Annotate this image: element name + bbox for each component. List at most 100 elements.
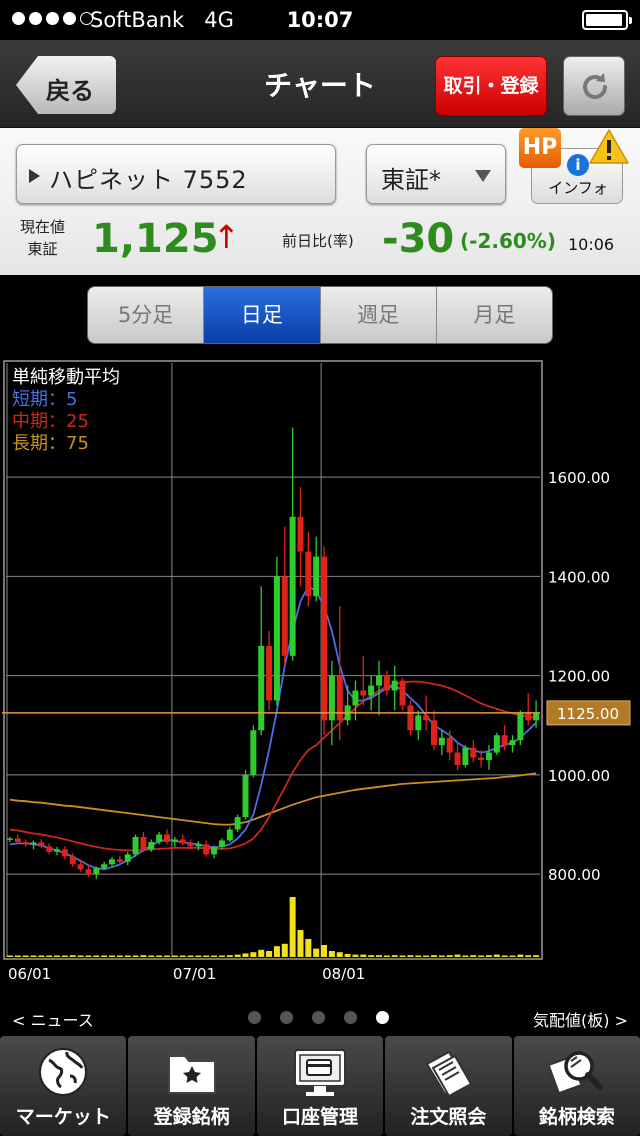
volume-bar <box>470 955 477 957</box>
info-button-label: インフォ <box>548 179 608 197</box>
y-tick-label: 800.00 <box>548 866 601 884</box>
x-tick-label: 06/01 <box>8 965 51 983</box>
tab-watchlist[interactable]: 登録銘柄 <box>128 1036 255 1136</box>
candle-body <box>407 705 414 731</box>
back-button[interactable]: 戻る <box>16 56 116 114</box>
candle-body <box>266 645 273 701</box>
volume-bar <box>438 955 445 957</box>
candle-body <box>61 849 68 857</box>
tab-5min[interactable]: 5分足 <box>88 287 205 343</box>
triangle-right-icon <box>29 169 40 183</box>
tab-orders[interactable]: 注文照会 <box>385 1036 512 1136</box>
candle-body <box>171 839 178 842</box>
current-price-marker: 1125.00 <box>2 700 631 726</box>
symbol-label: ハピネット 7552 <box>49 166 248 194</box>
hp-badge[interactable]: HP <box>519 128 561 168</box>
volume-bar <box>423 955 430 957</box>
monitor-card-icon <box>294 1049 347 1096</box>
signal-dot <box>80 12 93 25</box>
page-dot[interactable] <box>344 1011 357 1024</box>
candle-body <box>101 864 108 869</box>
candle-body <box>391 680 398 691</box>
legend-title: 単純移動平均 <box>12 367 120 388</box>
candle-body <box>77 864 84 870</box>
globe-icon <box>39 1048 88 1096</box>
change-caption: 前日比(率) <box>282 232 354 250</box>
volume-bar <box>171 955 178 957</box>
candle-body <box>163 834 170 842</box>
volume-bar <box>93 955 100 957</box>
candle-body <box>485 752 492 761</box>
page-dot[interactable] <box>376 1011 389 1024</box>
market-dropdown[interactable]: 東証* <box>366 144 506 204</box>
page-dot[interactable] <box>312 1011 325 1024</box>
tab-account[interactable]: 口座管理 <box>256 1036 384 1136</box>
bottom-tab-bar: マーケット 登録銘柄 口座管理 注文照会 <box>0 1036 640 1136</box>
candle-body <box>383 675 390 691</box>
candle-body <box>430 720 437 746</box>
signal-dot <box>29 12 42 25</box>
candle-body <box>336 675 343 721</box>
volume-bar <box>360 954 367 957</box>
refresh-button[interactable] <box>563 56 625 116</box>
volume-bar <box>352 954 359 957</box>
tab-monthly[interactable]: 月足 <box>436 287 552 343</box>
candle-body <box>140 836 147 850</box>
candle-body <box>305 551 312 597</box>
signal-strength-icon <box>12 12 93 25</box>
candle-body <box>234 817 241 830</box>
volume-bar <box>501 955 508 957</box>
volume-bar <box>156 955 163 957</box>
candle-body <box>328 675 335 721</box>
volume-bar <box>266 951 273 957</box>
volume-bar <box>399 955 406 957</box>
back-button-label: 戻る <box>46 77 94 105</box>
tab-weekly[interactable]: 週足 <box>320 287 437 343</box>
current-price: 1,125 <box>92 216 219 262</box>
candle-body <box>297 516 304 552</box>
tab-orders-label: 注文照会 <box>410 1106 487 1128</box>
candle-body <box>509 740 516 746</box>
candle-body <box>313 556 320 597</box>
tab-market[interactable]: マーケット <box>0 1036 127 1136</box>
candle-body <box>218 840 225 847</box>
magnifier-icon <box>548 1051 603 1095</box>
volume-bar <box>383 955 390 957</box>
candle-body <box>525 712 532 721</box>
volume-bar <box>328 951 335 957</box>
page-dot[interactable] <box>280 1011 293 1024</box>
candle-body <box>132 836 139 855</box>
candle-body <box>226 829 233 841</box>
order-book-link[interactable]: 気配値(板) > <box>533 1011 628 1030</box>
tab-daily[interactable]: 日足 <box>204 287 321 343</box>
page-dot[interactable] <box>248 1011 261 1024</box>
candle-body <box>156 834 163 842</box>
symbol-selector[interactable]: ハピネット 7552 <box>16 144 336 204</box>
volume-bar <box>258 949 265 957</box>
volume-bar <box>485 955 492 957</box>
volume-bar <box>203 955 210 957</box>
volume-bar <box>407 955 414 957</box>
up-arrow-icon: ↑ <box>213 218 240 256</box>
candle-body <box>281 576 288 656</box>
star-folder-icon <box>167 1055 216 1094</box>
period-tabs: 5分足 日足 週足 月足 <box>87 286 553 344</box>
candle-body <box>109 859 116 865</box>
volume-bar <box>140 955 147 957</box>
candle-body <box>85 869 92 875</box>
volume-bar <box>250 952 257 957</box>
tab-search[interactable]: 銘柄検索 <box>513 1036 640 1136</box>
legend-mid: 中期：25 <box>12 411 89 432</box>
volume-bar <box>195 955 202 957</box>
news-link[interactable]: < ニュース <box>12 1011 94 1030</box>
candle-body <box>289 516 296 656</box>
candle-body <box>273 576 280 701</box>
page-dots <box>248 1011 389 1024</box>
candle-body <box>258 645 265 731</box>
volume-bar <box>368 955 375 957</box>
chevron-down-icon <box>475 170 491 182</box>
candlestick-chart[interactable]: 1125.00 1600.00 1400.00 1200.00 1000.00 800.… <box>0 359 640 1000</box>
volume-bar <box>148 955 155 957</box>
candle-body <box>69 856 76 865</box>
trade-register-button[interactable]: 取引・登録 <box>435 56 547 116</box>
